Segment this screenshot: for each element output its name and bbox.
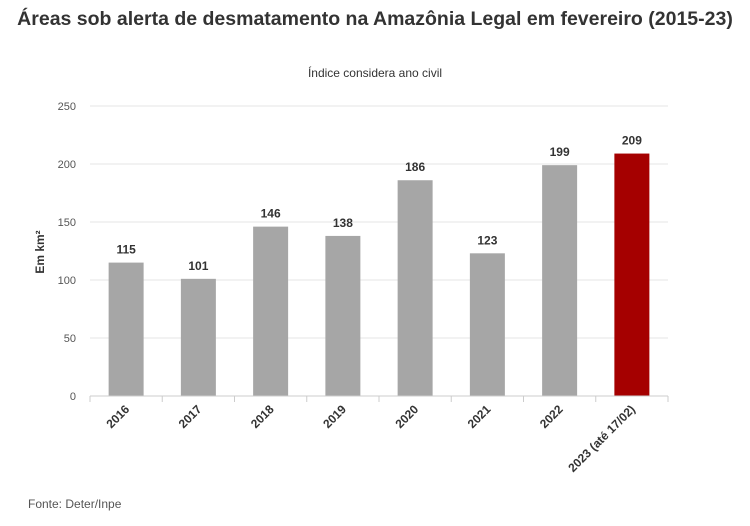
data-label: 209: [622, 134, 642, 148]
y-axis-ticks: 0 50 100 150 200 250: [58, 101, 76, 403]
source-note: Fonte: Deter/Inpe: [28, 497, 122, 511]
x-tick-label: 2021: [465, 402, 494, 431]
x-tick-label: 2019: [320, 402, 349, 431]
data-label: 138: [333, 216, 353, 230]
data-label: 199: [550, 145, 570, 159]
y-tick-label: 0: [70, 391, 76, 403]
data-label: 146: [261, 207, 281, 221]
data-label: 186: [405, 160, 425, 174]
bar-2022: [542, 165, 578, 396]
bar-2016: [108, 262, 144, 396]
bars: 115 101 146 138 186 123 199 209: [108, 134, 650, 396]
data-label: 123: [477, 233, 497, 247]
y-tick-label: 50: [64, 333, 76, 345]
y-tick-label: 100: [58, 275, 76, 287]
x-tick-label: 2020: [392, 402, 421, 431]
x-axis-ticks: 2016 2017 2018 2019 2020 2021 2022 2023 (até 17…: [103, 402, 638, 475]
y-tick-label: 200: [58, 159, 76, 171]
chart-subtitle: Índice considera ano civil: [307, 66, 443, 80]
x-tick-label: 2023 (até 17/02): [565, 402, 638, 475]
bar-2020: [397, 180, 433, 396]
bar-2017: [180, 278, 216, 396]
x-tick-label: 2022: [537, 402, 566, 431]
x-tick-label: 2016: [103, 402, 132, 431]
bar-2021: [469, 253, 505, 396]
grid-lines: [90, 105, 668, 339]
data-label: 101: [188, 259, 208, 273]
y-tick-label: 150: [58, 217, 76, 229]
x-tick-label: 2017: [176, 402, 205, 431]
chart-title: Áreas sob alerta de desmatamento na Amaz…: [17, 8, 733, 30]
bar-2019: [325, 235, 361, 396]
x-axis: [89, 395, 669, 402]
y-tick-label: 250: [58, 101, 76, 113]
y-axis-label: Em km²: [33, 230, 47, 273]
bar-2023: [614, 153, 650, 396]
data-label: 115: [116, 243, 136, 257]
bar-2018: [253, 226, 289, 396]
x-tick-label: 2018: [248, 402, 277, 431]
